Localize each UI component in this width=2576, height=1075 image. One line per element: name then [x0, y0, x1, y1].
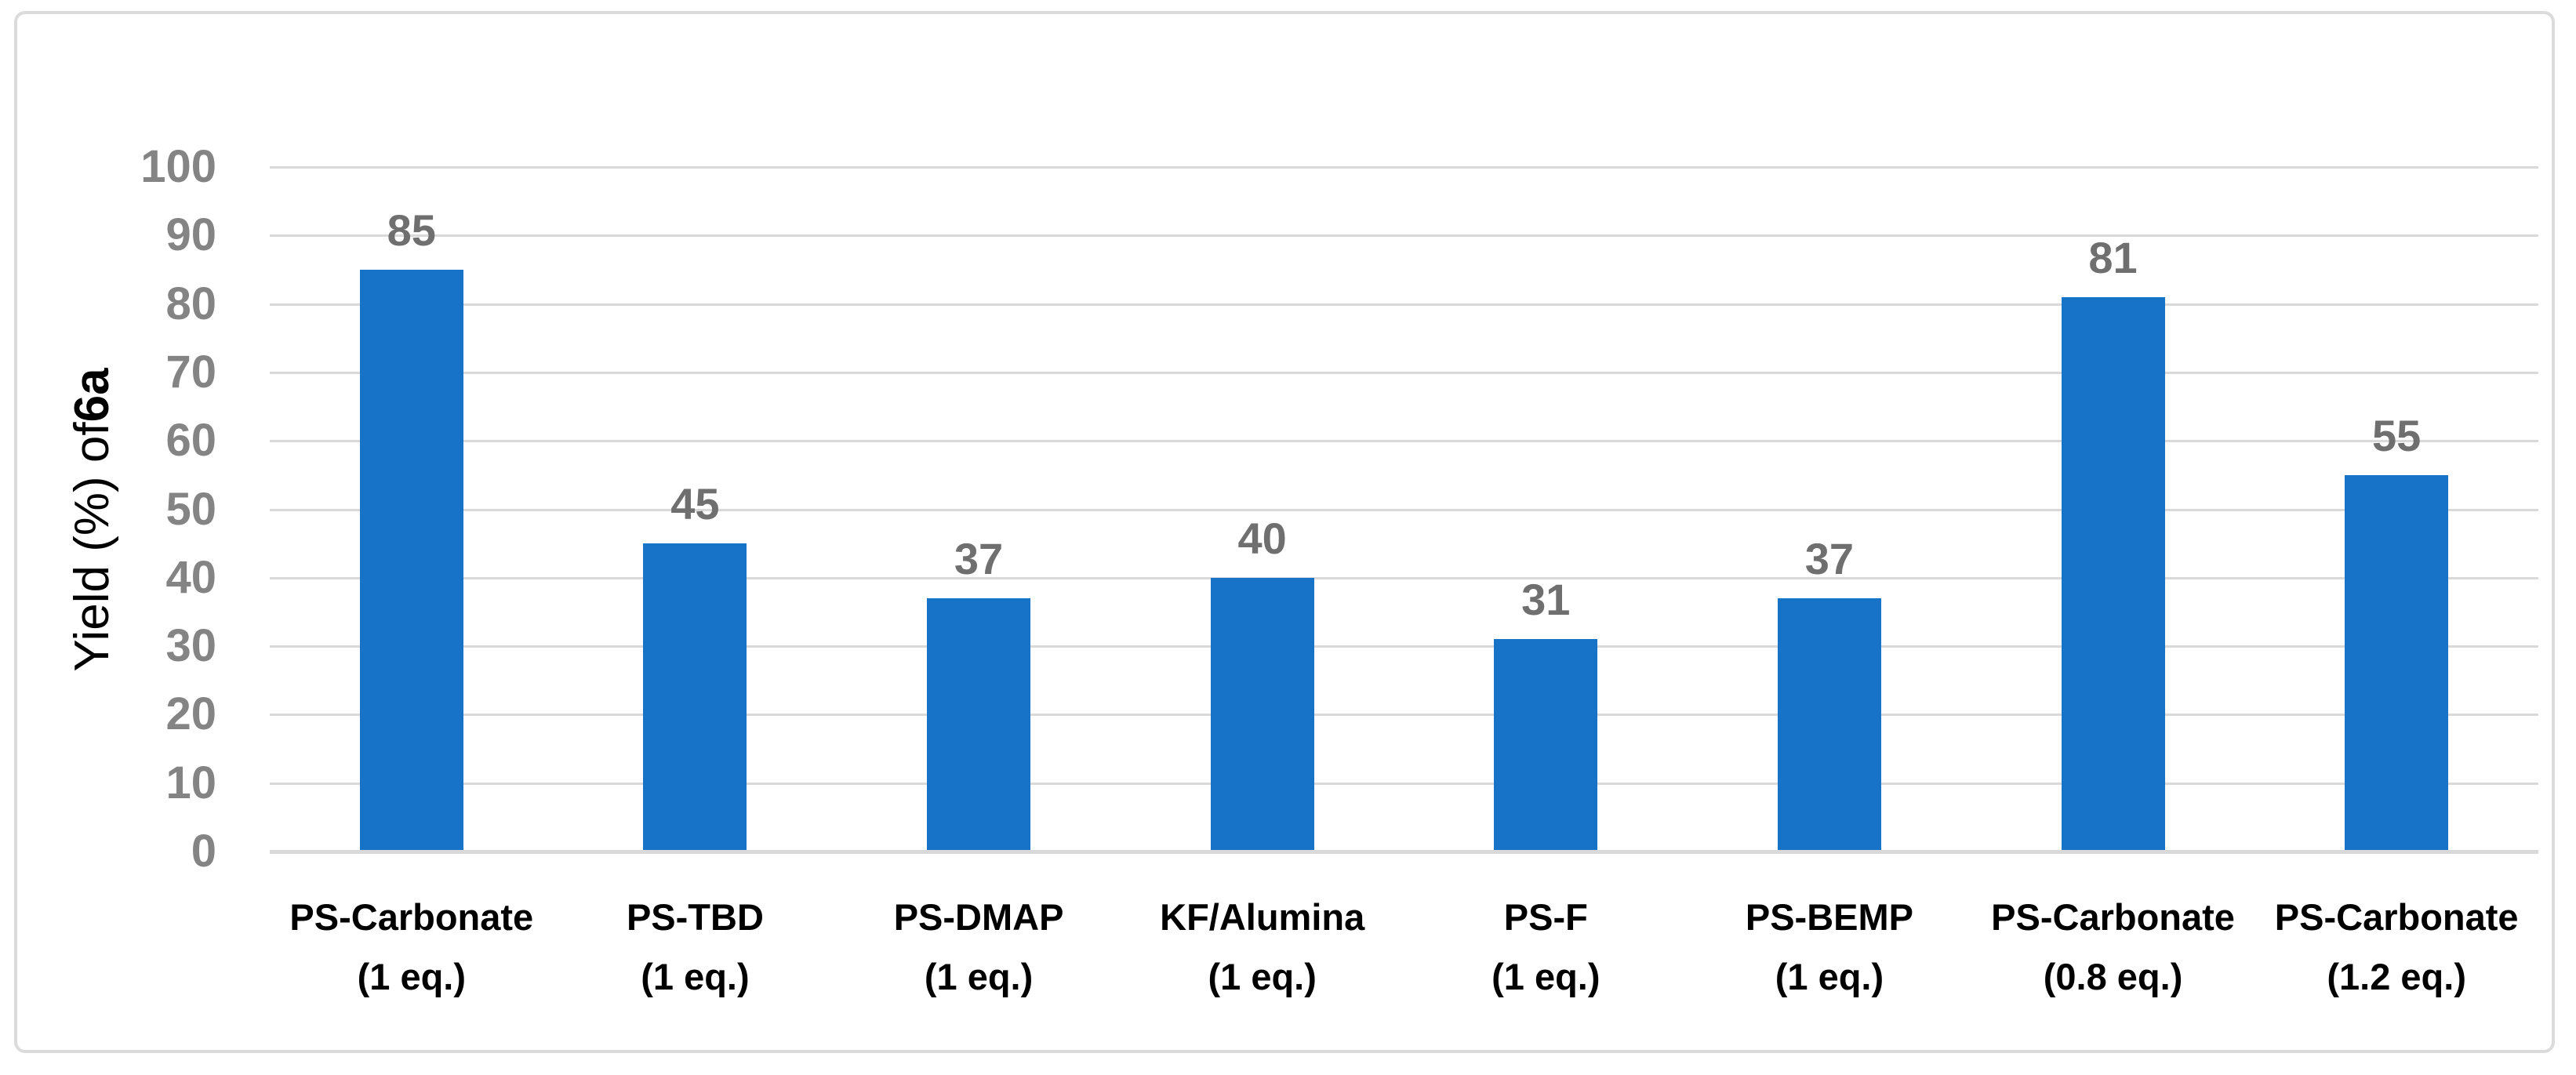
bar	[643, 543, 747, 850]
category-label-line1: PS-BEMP	[1745, 896, 1913, 938]
category-label-line2: (1 eq.)	[641, 956, 750, 997]
y-tick-label: 70	[165, 346, 216, 398]
bar	[359, 269, 463, 850]
gridline	[270, 234, 2538, 238]
gridline	[270, 440, 2538, 443]
y-tick-label: 0	[191, 826, 216, 877]
gridline	[270, 166, 2538, 169]
bar-value-label: 81	[2088, 232, 2138, 282]
y-tick-label: 20	[165, 688, 216, 740]
gridline	[270, 371, 2538, 374]
category-label: PS-Carbonate (1.2 eq.)	[2254, 888, 2538, 1007]
bar	[2345, 474, 2449, 850]
category-label: PS-Carbonate (0.8 eq.)	[1971, 888, 2255, 1007]
bar-value-label: 37	[954, 533, 1004, 583]
y-tick-label: 30	[165, 620, 216, 672]
gridline	[270, 782, 2538, 785]
category-label: PS-DMAP (1 eq.)	[837, 888, 1121, 1007]
bar	[927, 597, 1031, 850]
bar-value-label: 40	[1237, 513, 1287, 563]
category-label-line2: (1 eq.)	[924, 956, 1034, 997]
gridline	[270, 645, 2538, 648]
bar-value-label: 31	[1521, 575, 1571, 625]
category-label-line1: PS-F	[1503, 896, 1588, 938]
y-tick-label: 100	[140, 141, 216, 192]
category-label-line1: PS-DMAP	[893, 896, 1064, 938]
bar-value-label: 37	[1804, 533, 1855, 583]
gridline	[270, 576, 2538, 579]
category-label-line1: PS-Carbonate	[2274, 896, 2519, 938]
x-axis-baseline	[270, 850, 2538, 854]
y-tick-label: 40	[165, 551, 216, 603]
y-tick-label: 10	[165, 757, 216, 808]
bar-value-label: 85	[387, 205, 436, 255]
category-label: PS-F (1 eq.)	[1404, 888, 1688, 1007]
category-label: KF/Alumina (1 eq.)	[1121, 888, 1404, 1007]
category-label-line2: (1 eq.)	[1775, 956, 1884, 997]
bar	[2061, 296, 2165, 850]
category-label: PS-TBD (1 eq.)	[554, 888, 837, 1007]
bar	[1494, 639, 1598, 850]
bar-value-label: 45	[670, 479, 720, 529]
category-label: PS-BEMP (1 eq.)	[1688, 888, 1971, 1007]
category-label-line2: (1 eq.)	[1208, 956, 1317, 997]
category-label: PS-Carbonate (1 eq.)	[270, 888, 554, 1007]
y-tick-label: 50	[165, 483, 216, 535]
gridline	[270, 508, 2538, 511]
y-tick-label: 80	[165, 278, 216, 329]
category-label-line2: (1.2 eq.)	[2327, 956, 2466, 997]
chart-frame: Yield (%) of 6a 0 10 20 30 40 50 60 70 80 90 100 85…	[14, 11, 2555, 1053]
category-label-line1: PS-Carbonate	[1991, 896, 2235, 938]
y-tick-label: 90	[165, 209, 216, 261]
bar	[1210, 577, 1314, 850]
bar	[1777, 597, 1881, 850]
bar-value-label: 55	[2372, 410, 2422, 460]
category-label-line1: PS-TBD	[626, 896, 764, 938]
gridline	[270, 303, 2538, 306]
y-tick-label: 60	[165, 415, 216, 467]
category-label-line1: PS-Carbonate	[289, 896, 534, 938]
category-label-line2: (1 eq.)	[1491, 956, 1600, 997]
category-label-line2: (0.8 eq.)	[2043, 956, 2183, 997]
category-label-line2: (1 eq.)	[357, 956, 467, 997]
gridline	[270, 714, 2538, 717]
category-label-line1: KF/Alumina	[1160, 896, 1365, 938]
